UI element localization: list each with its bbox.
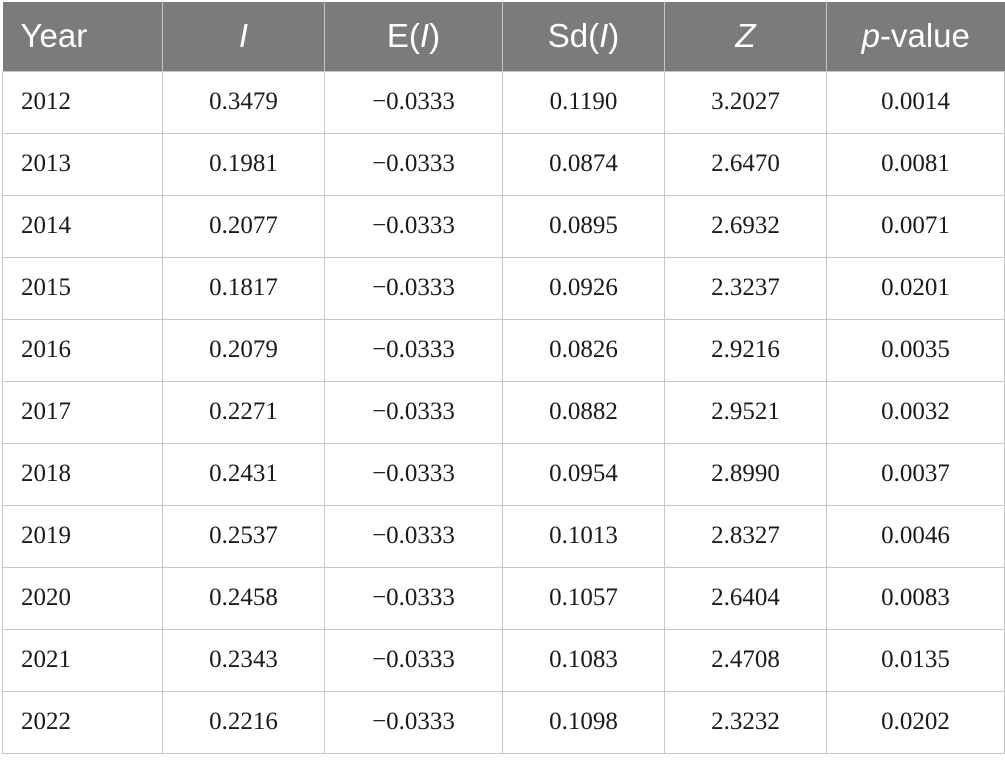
expected-i-cell: −0.0333 (324, 504, 503, 568)
header-i-symbol: I (238, 17, 249, 55)
year-cell: 2012 (2, 70, 163, 134)
sd-i-cell: 0.0926 (502, 256, 665, 320)
p-value-cell: 0.0071 (826, 194, 1005, 258)
header-p-value: p-value (826, 2, 1005, 72)
expected-i-cell: −0.0333 (324, 256, 503, 320)
year-cell: 2015 (2, 256, 163, 320)
year-cell: 2016 (2, 318, 163, 382)
z-cell: 2.8327 (664, 504, 827, 568)
expected-i-cell: −0.0333 (324, 566, 503, 630)
table-row: 2018 0.2431 −0.0333 0.0954 2.8990 0.0037 (2, 442, 1005, 506)
expected-i-cell: −0.0333 (324, 690, 503, 754)
i-cell: 0.3479 (162, 70, 325, 134)
header-p-symbol: p (861, 17, 880, 55)
i-cell: 0.2077 (162, 194, 325, 258)
table-row: 2019 0.2537 −0.0333 0.1013 2.8327 0.0046 (2, 504, 1005, 568)
sd-i-cell: 0.1013 (502, 504, 665, 568)
header-row: Year I E(I) Sd(I) Z p-value (2, 2, 1005, 72)
year-cell: 2018 (2, 442, 163, 506)
p-value-cell: 0.0135 (826, 628, 1005, 692)
i-cell: 0.1981 (162, 132, 325, 196)
p-value-cell: 0.0035 (826, 318, 1005, 382)
header-p-suffix: -value (879, 17, 970, 55)
z-cell: 2.3237 (664, 256, 827, 320)
expected-i-cell: −0.0333 (324, 194, 503, 258)
p-value-cell: 0.0046 (826, 504, 1005, 568)
p-value-cell: 0.0014 (826, 70, 1005, 134)
sd-i-cell: 0.1098 (502, 690, 665, 754)
expected-i-cell: −0.0333 (324, 70, 503, 134)
i-cell: 0.1817 (162, 256, 325, 320)
table-row: 2017 0.2271 −0.0333 0.0882 2.9521 0.0032 (2, 380, 1005, 444)
z-cell: 2.8990 (664, 442, 827, 506)
header-expected-i-symbol: I (419, 17, 430, 55)
p-value-cell: 0.0202 (826, 690, 1005, 754)
sd-i-cell: 0.1190 (502, 70, 665, 134)
expected-i-cell: −0.0333 (324, 442, 503, 506)
header-expected-i: E(I) (324, 2, 503, 72)
table-row: 2021 0.2343 −0.0333 0.1083 2.4708 0.0135 (2, 628, 1005, 692)
i-cell: 0.2431 (162, 442, 325, 506)
z-cell: 2.9216 (664, 318, 827, 382)
p-value-cell: 0.0032 (826, 380, 1005, 444)
expected-i-cell: −0.0333 (324, 628, 503, 692)
year-cell: 2017 (2, 380, 163, 444)
table-row: 2013 0.1981 −0.0333 0.0874 2.6470 0.0081 (2, 132, 1005, 196)
header-sd-i-prefix: Sd( (547, 17, 600, 55)
header-sd-i-symbol: I (599, 17, 609, 55)
header-sd-i: Sd(I) (502, 2, 665, 72)
header-z: Z (664, 2, 827, 72)
table-body: 2012 0.3479 −0.0333 0.1190 3.2027 0.0014 2013 0… (2, 70, 1005, 754)
year-cell: 2020 (2, 566, 163, 630)
i-cell: 0.2216 (162, 690, 325, 754)
p-value-cell: 0.0037 (826, 442, 1005, 506)
year-cell: 2013 (2, 132, 163, 196)
year-cell: 2021 (2, 628, 163, 692)
moran-i-table: Year I E(I) Sd(I) Z p-value 2012 0.3479 −0… (2, 2, 1005, 754)
header-expected-i-prefix: E( (386, 17, 420, 55)
p-value-cell: 0.0201 (826, 256, 1005, 320)
z-cell: 2.9521 (664, 380, 827, 444)
table-row: 2016 0.2079 −0.0333 0.0826 2.9216 0.0035 (2, 318, 1005, 382)
p-value-cell: 0.0083 (826, 566, 1005, 630)
i-cell: 0.2458 (162, 566, 325, 630)
sd-i-cell: 0.0954 (502, 442, 665, 506)
year-cell: 2014 (2, 194, 163, 258)
z-cell: 3.2027 (664, 70, 827, 134)
table-row: 2012 0.3479 −0.0333 0.1190 3.2027 0.0014 (2, 70, 1005, 134)
sd-i-cell: 0.0874 (502, 132, 665, 196)
year-cell: 2019 (2, 504, 163, 568)
sd-i-cell: 0.0826 (502, 318, 665, 382)
sd-i-cell: 0.1083 (502, 628, 665, 692)
header-z-symbol: Z (735, 17, 756, 55)
z-cell: 2.6932 (664, 194, 827, 258)
i-cell: 0.2537 (162, 504, 325, 568)
expected-i-cell: −0.0333 (324, 318, 503, 382)
year-cell: 2022 (2, 690, 163, 754)
expected-i-cell: −0.0333 (324, 380, 503, 444)
z-cell: 2.3232 (664, 690, 827, 754)
table-row: 2015 0.1817 −0.0333 0.0926 2.3237 0.0201 (2, 256, 1005, 320)
table-row: 2020 0.2458 −0.0333 0.1057 2.6404 0.0083 (2, 566, 1005, 630)
header-expected-i-suffix: ) (429, 17, 441, 55)
header-i: I (162, 2, 325, 72)
z-cell: 2.6404 (664, 566, 827, 630)
i-cell: 0.2271 (162, 380, 325, 444)
header-sd-i-suffix: ) (608, 17, 620, 55)
z-cell: 2.4708 (664, 628, 827, 692)
i-cell: 0.2079 (162, 318, 325, 382)
sd-i-cell: 0.0882 (502, 380, 665, 444)
p-value-cell: 0.0081 (826, 132, 1005, 196)
header-year: Year (2, 2, 163, 72)
sd-i-cell: 0.0895 (502, 194, 665, 258)
expected-i-cell: −0.0333 (324, 132, 503, 196)
z-cell: 2.6470 (664, 132, 827, 196)
sd-i-cell: 0.1057 (502, 566, 665, 630)
i-cell: 0.2343 (162, 628, 325, 692)
table-row: 2014 0.2077 −0.0333 0.0895 2.6932 0.0071 (2, 194, 1005, 258)
table-header: Year I E(I) Sd(I) Z p-value (2, 2, 1005, 72)
table-row: 2022 0.2216 −0.0333 0.1098 2.3232 0.0202 (2, 690, 1005, 754)
